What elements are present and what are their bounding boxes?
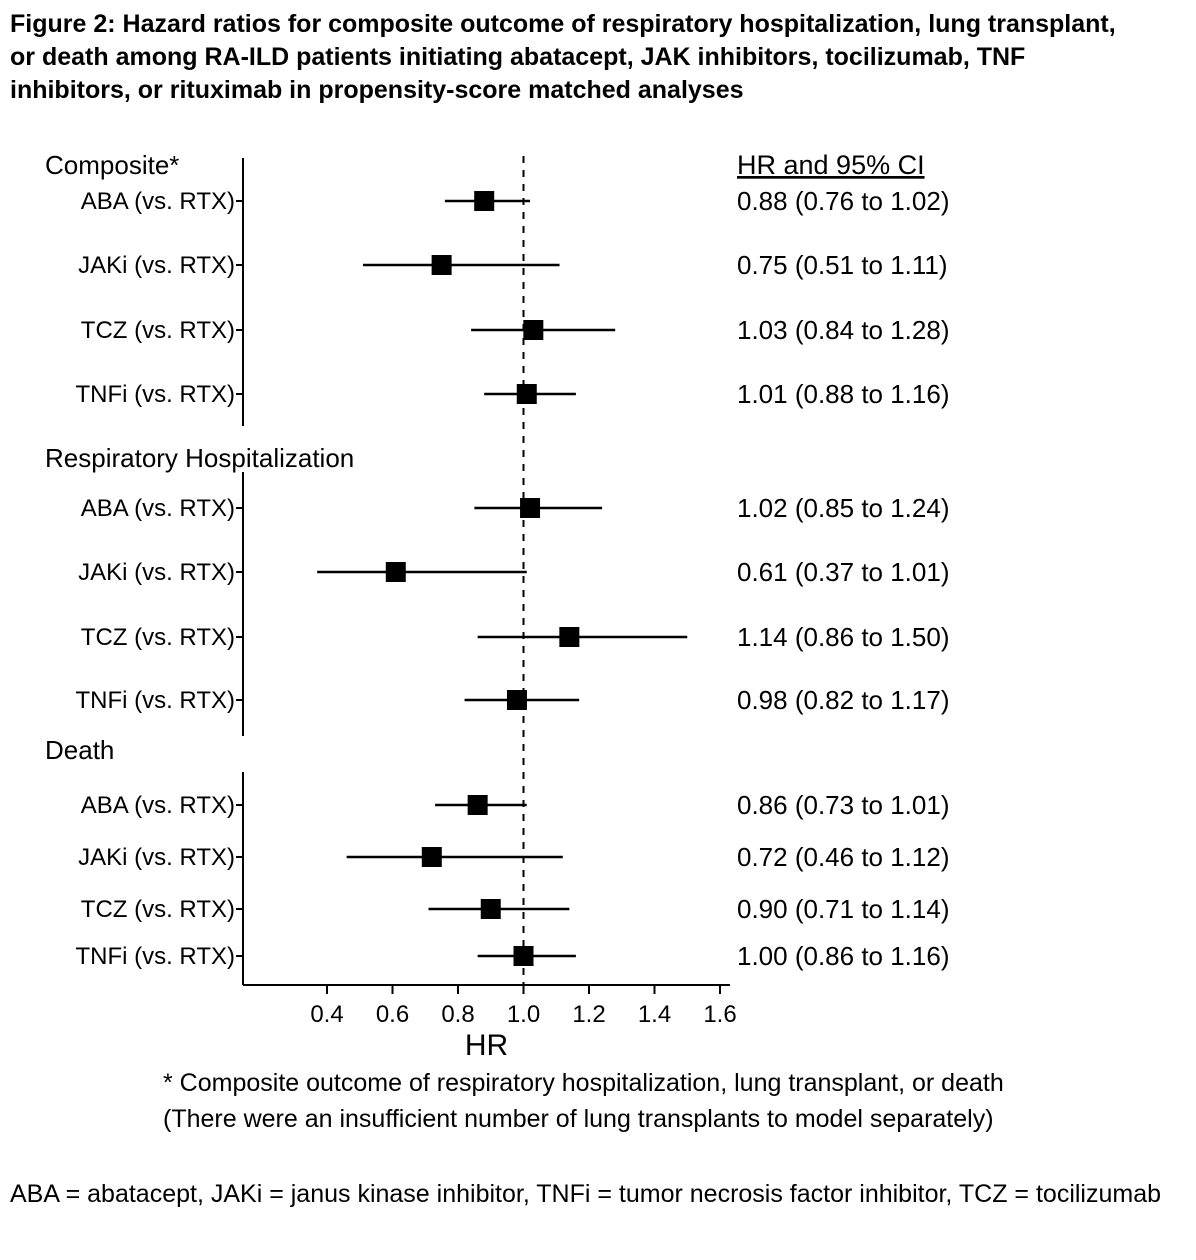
svg-text:HR and 95% CI: HR and 95% CI — [737, 150, 925, 180]
svg-text:0.8: 0.8 — [441, 1001, 474, 1028]
svg-text:0.72 (0.46 to 1.12): 0.72 (0.46 to 1.12) — [737, 842, 949, 872]
svg-text:0.4: 0.4 — [310, 1001, 343, 1028]
svg-text:0.88 (0.76 to 1.02): 0.88 (0.76 to 1.02) — [737, 186, 949, 216]
svg-text:ABA (vs. RTX): ABA (vs. RTX) — [81, 792, 235, 819]
svg-text:TNFi (vs. RTX): TNFi (vs. RTX) — [75, 687, 235, 714]
svg-text:ABA (vs. RTX): ABA (vs. RTX) — [81, 495, 235, 522]
svg-text:TNFi (vs. RTX): TNFi (vs. RTX) — [75, 381, 235, 408]
footnote-line-2: (There were an insufficient number of lu… — [163, 1104, 994, 1133]
svg-text:1.6: 1.6 — [703, 1001, 736, 1028]
svg-text:JAKi (vs. RTX): JAKi (vs. RTX) — [78, 559, 235, 586]
abbreviations: ABA = abatacept, JAKi = janus kinase inh… — [10, 1180, 1162, 1208]
svg-text:ABA (vs. RTX): ABA (vs. RTX) — [81, 188, 235, 215]
svg-text:TCZ (vs. RTX): TCZ (vs. RTX) — [81, 317, 235, 344]
svg-text:TCZ (vs. RTX): TCZ (vs. RTX) — [81, 624, 235, 651]
svg-text:1.01 (0.88 to 1.16): 1.01 (0.88 to 1.16) — [737, 379, 949, 409]
svg-text:Death: Death — [45, 735, 114, 765]
svg-text:JAKi (vs. RTX): JAKi (vs. RTX) — [78, 844, 235, 871]
svg-text:JAKi (vs. RTX): JAKi (vs. RTX) — [78, 252, 235, 279]
svg-text:1.14 (0.86 to 1.50): 1.14 (0.86 to 1.50) — [737, 622, 949, 652]
svg-text:1.00 (0.86 to 1.16): 1.00 (0.86 to 1.16) — [737, 941, 949, 971]
svg-text:HR: HR — [465, 1029, 508, 1062]
svg-text:0.6: 0.6 — [376, 1001, 409, 1028]
svg-text:1.4: 1.4 — [638, 1001, 671, 1028]
svg-text:1.02 (0.85 to 1.24): 1.02 (0.85 to 1.24) — [737, 493, 949, 523]
svg-text:0.75 (0.51 to 1.11): 0.75 (0.51 to 1.11) — [737, 250, 948, 280]
svg-text:0.98 (0.82 to 1.17): 0.98 (0.82 to 1.17) — [737, 685, 949, 715]
svg-text:0.86 (0.73 to 1.01): 0.86 (0.73 to 1.01) — [737, 790, 949, 820]
svg-text:Composite*: Composite* — [45, 150, 179, 180]
svg-text:TNFi (vs. RTX): TNFi (vs. RTX) — [75, 943, 235, 970]
svg-text:0.61 (0.37 to 1.01): 0.61 (0.37 to 1.01) — [737, 557, 949, 587]
footnote-line-1: * Composite outcome of respiratory hospi… — [163, 1069, 1004, 1097]
svg-text:1.03 (0.84 to 1.28): 1.03 (0.84 to 1.28) — [737, 315, 949, 345]
forest-plot: HR and 95% CI Composite* ABA (vs. RTX) 0.88… — [45, 150, 949, 1062]
footnotes: * Composite outcome of respiratory hospi… — [163, 1066, 1004, 1137]
svg-text:1.0: 1.0 — [507, 1001, 540, 1028]
svg-text:Respiratory Hospitalization: Respiratory Hospitalization — [45, 443, 354, 473]
svg-text:0.90 (0.71 to 1.14): 0.90 (0.71 to 1.14) — [737, 894, 949, 924]
svg-text:1.2: 1.2 — [572, 1001, 605, 1028]
figure-title: Figure 2: Hazard ratios for composite ou… — [10, 10, 1116, 104]
svg-text:TCZ (vs. RTX): TCZ (vs. RTX) — [81, 896, 235, 923]
